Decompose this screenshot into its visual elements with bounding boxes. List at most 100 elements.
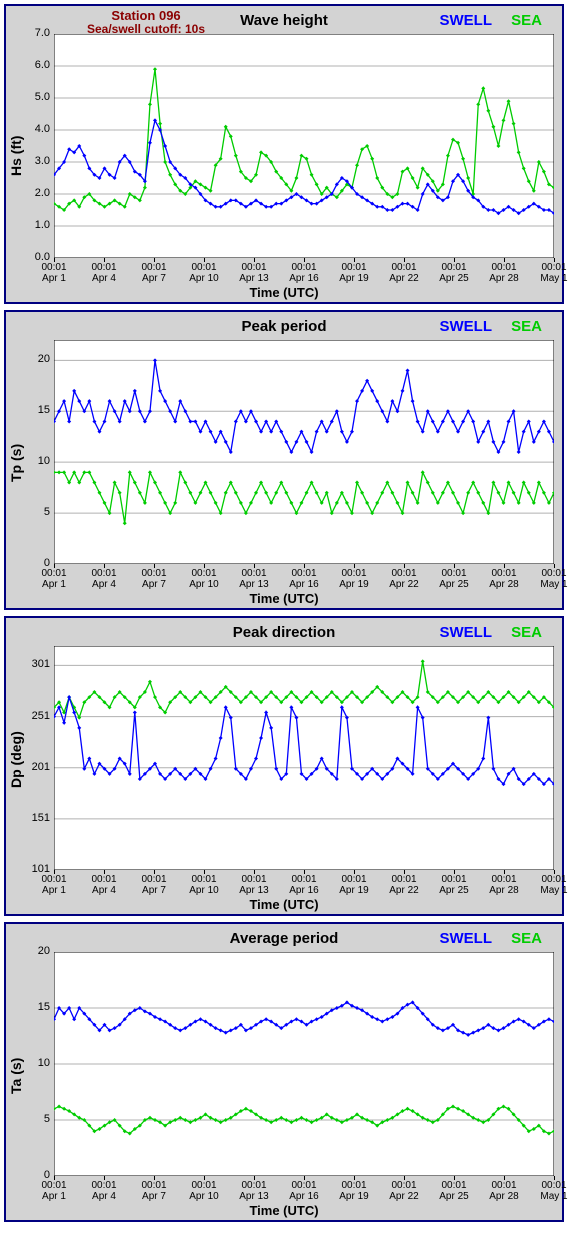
y-tick-label: 3.0 (24, 155, 50, 167)
legend-sea: SEA (511, 12, 542, 29)
plot-area (54, 34, 554, 258)
x-tick-time: 00:01 (532, 568, 570, 579)
x-tick-date: Apr 7 (132, 273, 176, 284)
legend-swell: SWELL (440, 930, 493, 947)
x-tick-time: 00:01 (132, 262, 176, 273)
x-tick-date: Apr 28 (482, 273, 526, 284)
x-tick-time: 00:01 (282, 1180, 326, 1191)
x-tick-time: 00:01 (132, 568, 176, 579)
x-tick-time: 00:01 (532, 1180, 570, 1191)
x-tick-time: 00:01 (232, 874, 276, 885)
x-tick-date: Apr 10 (182, 273, 226, 284)
swell-line (54, 360, 554, 452)
y-tick-label: 10 (24, 455, 50, 467)
x-tick-date: Apr 1 (32, 885, 76, 896)
x-tick-date: May 1 (532, 1191, 570, 1202)
x-tick-date: Apr 7 (132, 885, 176, 896)
x-tick-time: 00:01 (282, 262, 326, 273)
x-tick-date: Apr 13 (232, 1191, 276, 1202)
x-tick-time: 00:01 (332, 568, 376, 579)
x-tick-time: 00:01 (432, 568, 476, 579)
x-tick-date: Apr 25 (432, 885, 476, 896)
y-tick-label: 251 (24, 710, 50, 722)
x-tick-date: Apr 7 (132, 1191, 176, 1202)
x-axis-label: Time (UTC) (6, 285, 562, 300)
x-tick-date: Apr 1 (32, 273, 76, 284)
x-tick-date: May 1 (532, 273, 570, 284)
plot-area (54, 646, 554, 870)
x-tick-time: 00:01 (282, 874, 326, 885)
x-tick-time: 00:01 (32, 1180, 76, 1191)
y-axis-label: Hs (ft) (8, 136, 24, 176)
y-tick-label: 20 (24, 353, 50, 365)
sea-line (54, 472, 554, 523)
x-tick-date: Apr 16 (282, 579, 326, 590)
x-tick-date: Apr 10 (182, 579, 226, 590)
y-tick-label: 15 (24, 404, 50, 416)
x-tick-date: Apr 19 (332, 1191, 376, 1202)
x-tick-date: Apr 22 (382, 1191, 426, 1202)
y-axis-label: Tp (s) (8, 444, 24, 482)
x-tick-date: Apr 22 (382, 885, 426, 896)
x-tick-time: 00:01 (432, 874, 476, 885)
legend-swell: SWELL (440, 318, 493, 335)
y-axis-label: Ta (s) (8, 1058, 24, 1094)
x-tick-date: Apr 16 (282, 885, 326, 896)
x-tick-time: 00:01 (132, 874, 176, 885)
x-tick-time: 00:01 (132, 1180, 176, 1191)
x-tick-time: 00:01 (82, 262, 126, 273)
y-tick-label: 201 (24, 761, 50, 773)
x-tick-time: 00:01 (482, 568, 526, 579)
x-tick-time: 00:01 (182, 1180, 226, 1191)
x-tick-date: Apr 28 (482, 885, 526, 896)
x-tick-time: 00:01 (32, 874, 76, 885)
y-tick-label: 10 (24, 1057, 50, 1069)
x-tick-date: Apr 13 (232, 579, 276, 590)
legend-swell: SWELL (440, 624, 493, 641)
plot-area (54, 952, 554, 1176)
y-tick-label: 5 (24, 1113, 50, 1125)
legend-sea: SEA (511, 624, 542, 641)
x-axis-label: Time (UTC) (6, 897, 562, 912)
y-tick-label: 20 (24, 945, 50, 957)
x-tick-date: Apr 4 (82, 579, 126, 590)
y-tick-label: 151 (24, 812, 50, 824)
x-tick-time: 00:01 (432, 1180, 476, 1191)
x-tick-date: Apr 4 (82, 1191, 126, 1202)
x-tick-time: 00:01 (82, 568, 126, 579)
x-tick-date: Apr 13 (232, 273, 276, 284)
legend-swell: SWELL (440, 12, 493, 29)
x-tick-date: Apr 22 (382, 273, 426, 284)
x-tick-date: Apr 4 (82, 273, 126, 284)
x-tick-date: Apr 7 (132, 579, 176, 590)
chart-svg (54, 646, 554, 870)
x-tick-time: 00:01 (482, 1180, 526, 1191)
x-tick-date: Apr 4 (82, 885, 126, 896)
chart-panel-0: Station 096Sea/swell cutoff: 10sWave hei… (4, 4, 564, 304)
x-tick-date: Apr 25 (432, 273, 476, 284)
chart-panel-2: Peak directionSWELLSEADp (deg)Time (UTC)… (4, 616, 564, 916)
y-axis-label: Dp (deg) (8, 731, 24, 788)
x-tick-time: 00:01 (232, 568, 276, 579)
plot-area (54, 340, 554, 564)
x-tick-time: 00:01 (182, 262, 226, 273)
x-tick-time: 00:01 (432, 262, 476, 273)
y-tick-label: 301 (24, 658, 50, 670)
x-tick-date: Apr 1 (32, 1191, 76, 1202)
x-tick-date: Apr 19 (332, 579, 376, 590)
x-tick-time: 00:01 (232, 1180, 276, 1191)
y-tick-label: 2.0 (24, 187, 50, 199)
x-tick-date: Apr 25 (432, 1191, 476, 1202)
x-tick-time: 00:01 (182, 874, 226, 885)
sea-line (54, 661, 554, 717)
chart-panel-3: Average periodSWELLSEATa (s)Time (UTC)05… (4, 922, 564, 1222)
x-tick-time: 00:01 (332, 262, 376, 273)
x-axis-label: Time (UTC) (6, 1203, 562, 1218)
x-tick-date: Apr 10 (182, 1191, 226, 1202)
x-tick-time: 00:01 (82, 874, 126, 885)
x-tick-time: 00:01 (332, 874, 376, 885)
x-tick-date: Apr 16 (282, 1191, 326, 1202)
x-tick-date: Apr 19 (332, 885, 376, 896)
x-tick-date: Apr 19 (332, 273, 376, 284)
x-tick-time: 00:01 (32, 568, 76, 579)
